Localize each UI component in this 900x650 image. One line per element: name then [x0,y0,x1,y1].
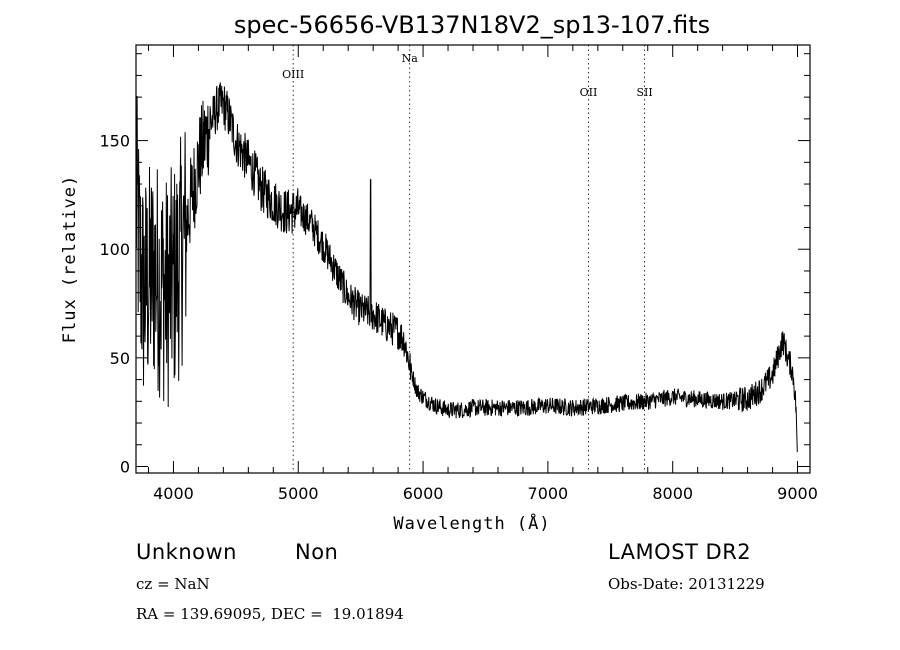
spectrum-line [135,82,798,453]
redshift-info: cz = NaN [136,575,210,593]
x-tick-label: 7000 [528,484,569,503]
survey-name: LAMOST DR2 [608,540,752,564]
y-tick-label: 150 [99,132,130,151]
spectral-subclass: Non [295,540,339,564]
reference-label-oiii: OIII [282,68,304,81]
y-tick-label: 0 [120,457,130,476]
x-tick-label: 6000 [403,484,444,503]
reference-label-na: Na [402,52,419,65]
y-axis-label: Flux (relative) [60,175,80,344]
reference-label-sii: SII [637,86,653,99]
x-tick-label: 8000 [652,484,693,503]
coordinates: RA = 139.69095, DEC = 19.01894 [136,605,404,623]
x-axis-label: Wavelength (Å) [393,512,550,534]
y-tick-label: 100 [99,240,130,259]
spectral-class: Unknown [136,540,237,564]
plot-frame [135,44,811,474]
x-tick-label: 9000 [777,484,818,503]
reference-label-oii: OII [580,86,598,99]
x-tick-label: 5000 [278,484,319,503]
axis-ticks: 4000 5000 6000 7000 8000 9000 0 50 100 150 [99,45,818,503]
observation-date: Obs-Date: 20131229 [608,575,765,593]
x-tick-label: 4000 [153,484,194,503]
chart-title: spec-56656-VB137N18V2_sp13-107.fits [234,11,710,39]
y-tick-label: 50 [110,349,130,368]
